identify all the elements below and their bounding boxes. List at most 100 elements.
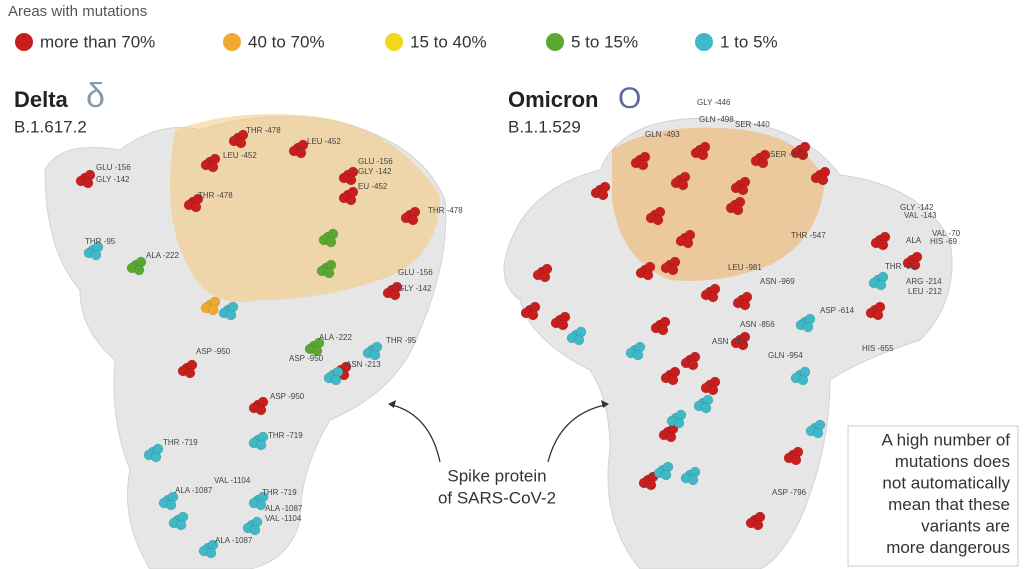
residue-label: GLY -142 bbox=[358, 167, 392, 176]
mutation-atom bbox=[235, 137, 247, 149]
residue-label: THR -719 bbox=[268, 431, 303, 440]
mutation-atom bbox=[207, 161, 219, 173]
mutation-atom bbox=[667, 374, 679, 386]
note-line: not automatically bbox=[882, 473, 1010, 492]
residue-label: THR -719 bbox=[163, 438, 198, 447]
mutation-atom bbox=[797, 149, 809, 161]
residue-label: ASN -856 bbox=[740, 320, 775, 329]
residue-label: GLY -142 bbox=[398, 284, 432, 293]
residue-label: GLY -142 bbox=[900, 203, 934, 212]
residue-label: GLN -493 bbox=[645, 130, 680, 139]
residue-label: LEU -452 bbox=[223, 151, 257, 160]
mutation-atom bbox=[660, 469, 672, 481]
residue-label: EU -452 bbox=[358, 182, 388, 191]
mutation-atom bbox=[323, 267, 335, 279]
mutation-atom bbox=[369, 349, 381, 361]
legend-label: 1 to 5% bbox=[720, 32, 778, 51]
mutation-atom bbox=[207, 304, 219, 316]
mutation-atom bbox=[812, 427, 824, 439]
panel-symbol: δ bbox=[86, 77, 105, 115]
mutation-atom bbox=[527, 309, 539, 321]
note-line: A high number of bbox=[881, 430, 1010, 449]
residue-label: THR -478 bbox=[428, 206, 463, 215]
residue-label: GLU -156 bbox=[358, 157, 393, 166]
residue-label: HIS -69 bbox=[930, 237, 958, 246]
residue-label: ASP -950 bbox=[289, 354, 324, 363]
legend-swatch bbox=[15, 33, 33, 51]
panel-symbol: O bbox=[618, 82, 641, 115]
residue-label: LEU -981 bbox=[728, 263, 762, 272]
panel-lineage: B.1.1.529 bbox=[508, 117, 581, 136]
mutation-atom bbox=[325, 236, 337, 248]
mutation-atom bbox=[407, 214, 419, 226]
mutation-atom bbox=[877, 239, 889, 251]
residue-label: THR -478 bbox=[246, 126, 281, 135]
residue-label: VAL -1104 bbox=[265, 514, 302, 523]
residue-label: ASN -969 bbox=[760, 277, 795, 286]
residue-label: ALA -1087 bbox=[175, 486, 213, 495]
mutation-atom bbox=[642, 269, 654, 281]
mutation-atom bbox=[909, 259, 921, 271]
residue-label: THR -478 bbox=[198, 191, 233, 200]
mutation-atom bbox=[165, 499, 177, 511]
mutation-atom bbox=[637, 159, 649, 171]
mutation-atom bbox=[790, 454, 802, 466]
residue-label: THR -547 bbox=[791, 231, 826, 240]
mutation-atom bbox=[345, 194, 357, 206]
arrow bbox=[391, 404, 441, 463]
residue-label: ARG -214 bbox=[906, 277, 942, 286]
residue-label: THR -719 bbox=[262, 488, 297, 497]
residue-label: GLN -954 bbox=[768, 351, 803, 360]
mutation-atom bbox=[255, 499, 267, 511]
mutation-atom bbox=[632, 349, 644, 361]
mutation-atom bbox=[90, 249, 102, 261]
residue-label: THR -95 bbox=[85, 237, 116, 246]
mutation-atom bbox=[757, 157, 769, 169]
residue-label: THR -95 bbox=[386, 336, 417, 345]
mutation-atom bbox=[389, 289, 401, 301]
mutation-atom bbox=[687, 359, 699, 371]
arrow-head bbox=[601, 400, 609, 408]
mutation-atom bbox=[697, 149, 709, 161]
mutation-atom bbox=[225, 309, 237, 321]
legend-label: 15 to 40% bbox=[410, 32, 487, 51]
mutation-atom bbox=[802, 321, 814, 333]
panel-title: Omicron bbox=[508, 87, 598, 112]
legend-swatch bbox=[546, 33, 564, 51]
mutation-atom bbox=[175, 519, 187, 531]
mutation-atom bbox=[875, 279, 887, 291]
mutation-atom bbox=[295, 147, 307, 159]
annotation: Spike protein bbox=[447, 466, 546, 485]
residue-label: SER -373 bbox=[770, 150, 805, 159]
panel-lineage: B.1.617.2 bbox=[14, 117, 87, 136]
mutation-atom bbox=[752, 519, 764, 531]
note-box bbox=[847, 425, 1019, 567]
mutation-atom bbox=[700, 402, 712, 414]
residue-label: THR -95 bbox=[885, 262, 916, 271]
residue-label: ALA -222 bbox=[146, 251, 179, 260]
residue-label: LEU -212 bbox=[908, 287, 942, 296]
arrow-head bbox=[388, 400, 396, 408]
mutation-atom bbox=[184, 367, 196, 379]
legend-swatch bbox=[223, 33, 241, 51]
residue-label: GLU -156 bbox=[96, 163, 131, 172]
mutation-atom bbox=[133, 264, 145, 276]
note-line: more dangerous bbox=[886, 538, 1010, 557]
residue-label: VAL -143 bbox=[904, 211, 937, 220]
mutation-atom bbox=[707, 291, 719, 303]
annotation: of SARS-CoV-2 bbox=[438, 488, 556, 507]
residue-label: ASP -614 bbox=[820, 306, 855, 315]
mutation-atom bbox=[737, 184, 749, 196]
omicron-protein bbox=[503, 117, 953, 569]
mutation-atom bbox=[539, 271, 551, 283]
mutation-atom bbox=[249, 524, 261, 536]
residue-label: ASP -796 bbox=[772, 488, 807, 497]
legend-label: 5 to 15% bbox=[571, 32, 638, 51]
mutation-atom bbox=[737, 339, 749, 351]
mutation-atom bbox=[657, 324, 669, 336]
mutation-atom bbox=[330, 374, 342, 386]
note-line: variants are bbox=[921, 516, 1010, 535]
mutation-atom bbox=[82, 177, 94, 189]
residue-label: ALA -1087 bbox=[215, 536, 253, 545]
